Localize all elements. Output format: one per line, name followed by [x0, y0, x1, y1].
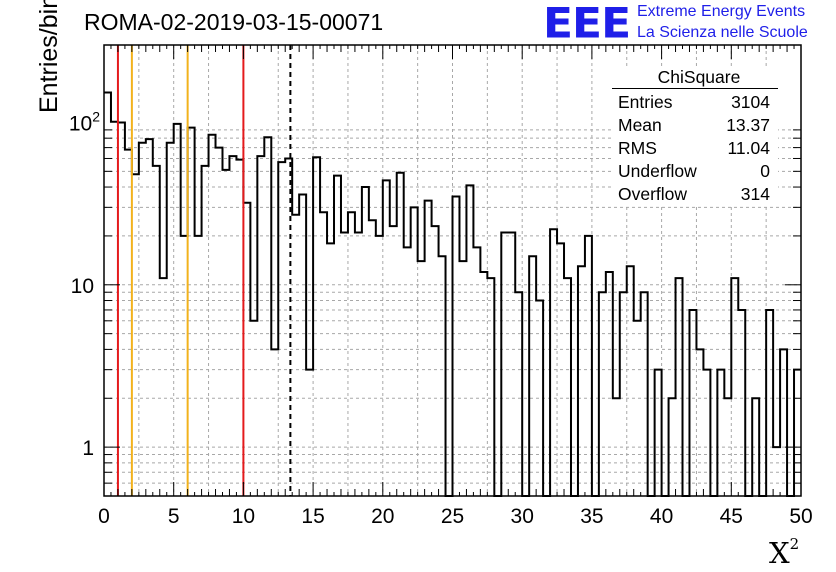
stat-value: 3104: [731, 92, 770, 112]
logo-subtitle-1: Extreme Energy Events: [637, 3, 806, 20]
stat-value: 13.37: [726, 115, 770, 135]
statistics-divider: [612, 88, 778, 89]
tick-labels-layer: 0 5 10 15 20 25 30 35 40 45 50 1 10 102: [69, 108, 813, 528]
x-tick-label: 45: [720, 505, 743, 528]
stat-value: 0: [760, 161, 770, 181]
x-axis-label: X2: [769, 535, 799, 570]
reference-lines-layer: [116, 45, 292, 496]
x-axis-label-base: X: [769, 536, 790, 570]
x-tick-label: 20: [371, 505, 394, 528]
stat-row-underflow: Underflow 0: [612, 160, 778, 183]
x-tick-label: 10: [232, 505, 255, 528]
stat-label: Mean: [618, 115, 662, 135]
x-tick-label: 25: [441, 505, 464, 528]
x-tick-label: 35: [580, 505, 603, 528]
eee-logo: EEE: [543, 0, 631, 48]
statistics-box: ChiSquare Entries 3104 Mean 13.37 RMS 11…: [612, 66, 778, 206]
stat-row-rms: RMS 11.04: [612, 137, 778, 160]
x-tick-label: 50: [789, 505, 812, 528]
stat-label: Underflow: [618, 161, 697, 181]
stat-row-mean: Mean 13.37: [612, 114, 778, 137]
x-tick-label: 30: [511, 505, 534, 528]
x-tick-label: 40: [650, 505, 673, 528]
x-tick-label: 5: [168, 505, 180, 528]
y-tick-label: 10: [71, 275, 94, 298]
stat-value: 11.04: [727, 138, 771, 158]
stat-label: RMS: [618, 138, 657, 158]
y-tick-label: 1: [82, 437, 94, 460]
x-tick-label: 0: [98, 505, 110, 528]
axis-ticks-layer: [103, 45, 802, 497]
stat-row-entries: Entries 3104: [612, 91, 778, 114]
y-tick-label: 102: [69, 108, 100, 135]
stat-row-overflow: Overflow 314: [612, 183, 778, 206]
logo-subtitle-2: La Scienza nelle Scuole: [637, 24, 808, 41]
x-tick-label: 15: [301, 505, 324, 528]
run-title: ROMA-02-2019-03-15-00071: [84, 9, 384, 35]
stat-label: Entries: [618, 92, 673, 112]
y-axis-label: Entries/bin: [35, 0, 63, 113]
x-axis-label-exponent: 2: [789, 535, 800, 553]
statistics-title: ChiSquare: [657, 67, 741, 87]
stat-label: Overflow: [618, 184, 688, 204]
stat-value: 314: [740, 184, 770, 204]
